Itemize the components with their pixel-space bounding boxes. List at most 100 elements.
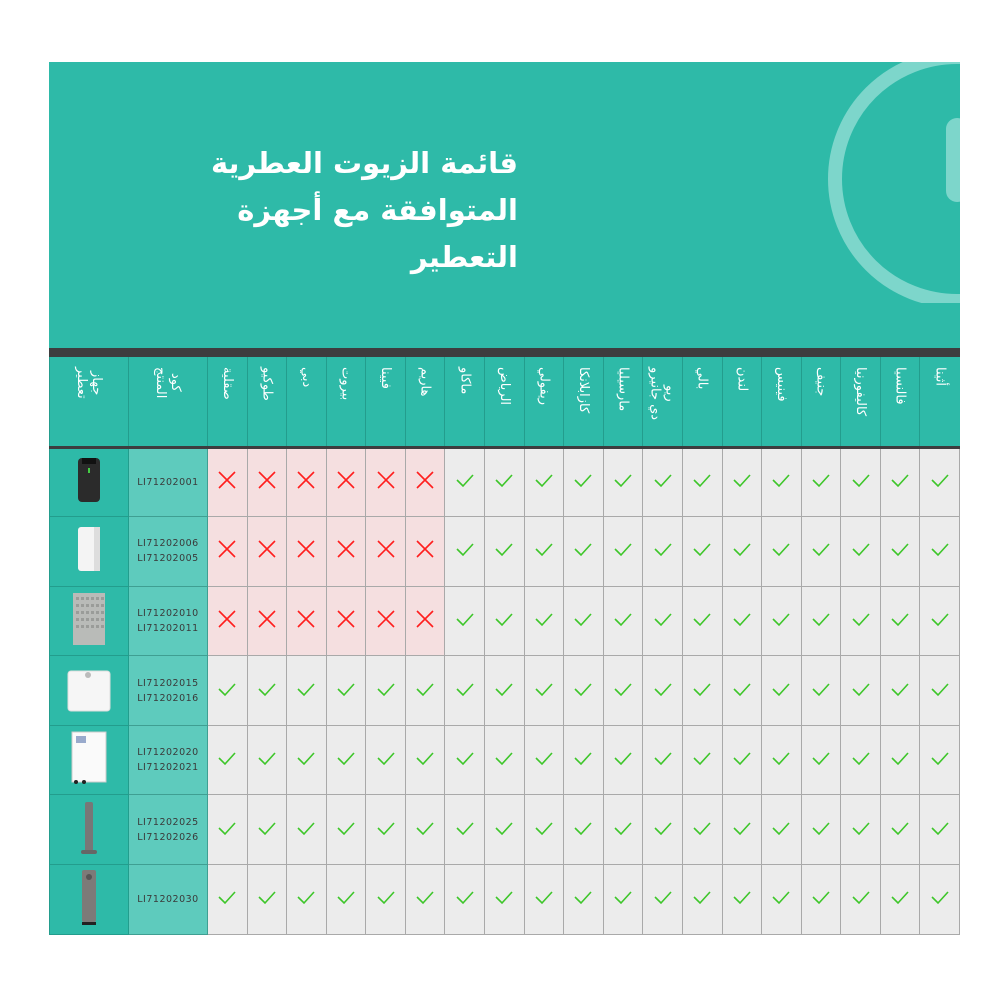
cross-icon	[416, 540, 434, 558]
check-icon	[535, 683, 553, 696]
column-header-oil: فيينا	[365, 357, 406, 449]
check-icon	[456, 474, 474, 488]
check-icon	[495, 474, 513, 488]
cross-icon	[337, 540, 355, 558]
check-icon	[535, 891, 553, 905]
compatibility-cell	[840, 655, 881, 726]
column-header-oil: مارسيليا	[602, 357, 643, 449]
compatibility-cell	[404, 864, 446, 935]
check-icon	[931, 891, 949, 905]
column-header-device: جهاز تعطير	[49, 357, 129, 449]
compatibility-cell	[484, 794, 525, 866]
check-icon	[891, 474, 909, 488]
compatibility-cell	[207, 585, 248, 657]
compatibility-cell	[602, 585, 644, 657]
product-code: LI71202015 LI71202016	[128, 655, 208, 726]
check-icon	[456, 543, 474, 557]
check-icon	[535, 474, 553, 488]
check-icon	[812, 822, 830, 835]
check-icon	[258, 752, 276, 766]
compatibility-cell	[523, 516, 565, 587]
compatibility-cell	[761, 864, 802, 935]
title-line: التعطير	[410, 240, 518, 274]
compatibility-cell	[207, 655, 248, 726]
check-icon	[733, 822, 751, 835]
compatibility-cell	[642, 794, 683, 866]
compatibility-cell	[681, 864, 723, 935]
check-icon	[891, 613, 909, 627]
check-icon	[574, 683, 593, 696]
check-icon	[574, 891, 593, 905]
check-icon	[297, 891, 316, 905]
compatibility-cell	[444, 794, 486, 866]
compatibility-cell	[721, 864, 763, 935]
compatibility-cell	[523, 655, 565, 726]
compatibility-cell	[602, 794, 644, 866]
check-icon	[218, 822, 236, 835]
compatibility-cell	[879, 655, 921, 726]
check-icon	[574, 613, 593, 627]
column-header-oil: هاريم	[404, 357, 445, 449]
product-code: LI71202010 LI71202011	[128, 585, 208, 657]
check-icon	[851, 683, 870, 696]
cross-icon	[416, 610, 434, 628]
grey-panel-diffuser-image	[72, 592, 106, 650]
compatibility-cell	[365, 794, 406, 866]
check-icon	[614, 752, 632, 766]
cross-icon	[258, 610, 276, 628]
check-icon	[456, 822, 474, 835]
check-icon	[733, 891, 751, 905]
check-icon	[891, 752, 909, 766]
compatibility-cell	[800, 864, 842, 935]
check-icon	[416, 891, 434, 905]
compatibility-cell	[207, 864, 248, 935]
check-icon	[851, 613, 870, 627]
compatibility-cell	[563, 724, 604, 796]
compatibility-cell	[207, 724, 248, 796]
compatibility-cell	[761, 724, 802, 796]
compatibility-cell	[721, 794, 763, 866]
device-image-cell	[49, 864, 129, 935]
compatibility-cell	[246, 585, 288, 657]
compatibility-cell	[523, 864, 565, 935]
check-icon	[495, 752, 513, 766]
check-icon	[851, 752, 870, 766]
compatibility-table: جهاز تعطير كود المنتج صقلية طوكيو دبي بيروت…	[49, 357, 960, 935]
check-icon	[495, 613, 513, 627]
compatibility-cell	[325, 655, 367, 726]
cross-icon	[416, 471, 434, 489]
compatibility-cell	[761, 585, 802, 657]
compatibility-cell	[286, 864, 327, 935]
column-header-oil: الرياض	[484, 357, 525, 449]
compatibility-cell	[879, 864, 921, 935]
check-icon	[614, 543, 632, 557]
compatibility-cell	[404, 446, 446, 518]
check-icon	[258, 891, 276, 905]
check-icon	[654, 683, 672, 696]
compatibility-cell	[919, 446, 960, 518]
product-code: LI71202030	[128, 864, 208, 935]
compatibility-cell	[444, 446, 486, 518]
compatibility-cell	[681, 516, 723, 587]
compatibility-cell	[404, 516, 446, 587]
check-icon	[772, 613, 790, 627]
device-image-cell	[49, 655, 129, 726]
compatibility-cell	[919, 794, 960, 866]
table-row: LI71202025 LI71202026	[49, 794, 960, 866]
compatibility-cell	[325, 724, 367, 796]
compatibility-cell	[602, 864, 644, 935]
check-icon	[495, 822, 513, 835]
check-icon	[218, 891, 236, 905]
check-icon	[891, 683, 909, 696]
compatibility-cell	[840, 516, 881, 587]
compatibility-cell	[365, 655, 406, 726]
compatibility-cell	[602, 724, 644, 796]
compatibility-cell	[207, 446, 248, 518]
grey-tower-diffuser-image	[79, 800, 99, 860]
check-icon	[218, 683, 236, 696]
check-icon	[456, 891, 474, 905]
compatibility-cell	[207, 794, 248, 866]
check-icon	[654, 543, 672, 557]
compatibility-cell	[365, 516, 406, 587]
check-icon	[377, 891, 395, 905]
